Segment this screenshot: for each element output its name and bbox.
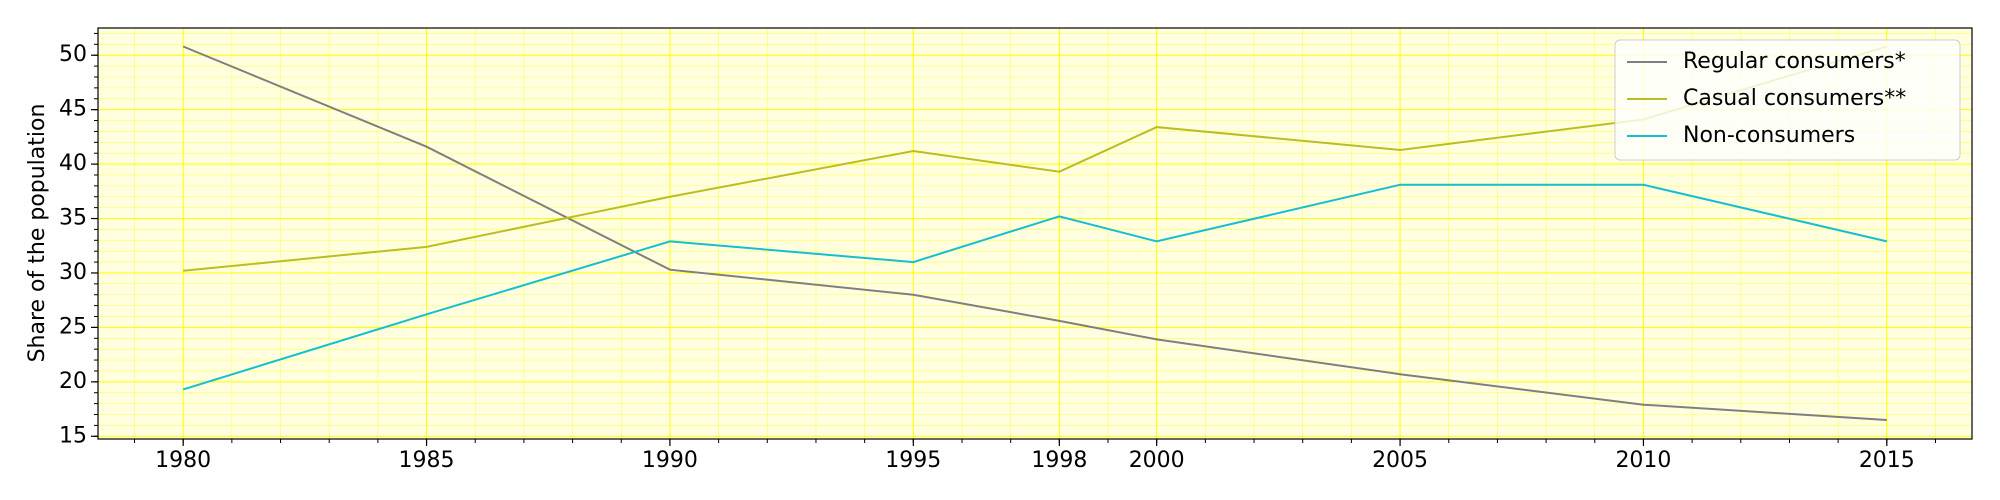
series-line xyxy=(182,45,1887,421)
x-tick-label: 2010 xyxy=(1615,448,1671,473)
x-tick-label: 2005 xyxy=(1372,448,1428,473)
legend-label: Regular consumers* xyxy=(1683,49,1906,74)
legend-box xyxy=(1614,39,1961,161)
series-line xyxy=(182,183,1888,391)
y-tick-label: 35 xyxy=(59,206,87,231)
x-tick-label: 1998 xyxy=(1031,448,1087,473)
legend-label: Casual consumers** xyxy=(1683,86,1906,111)
x-tick-label: 1980 xyxy=(155,448,211,473)
y-tick-label: 15 xyxy=(59,423,87,448)
y-tick-label: 25 xyxy=(59,314,87,339)
legend-label: Non-consumers xyxy=(1683,123,1855,148)
y-tick-label: 50 xyxy=(59,42,87,67)
x-tick-label: 2000 xyxy=(1129,448,1185,473)
plot-frame xyxy=(97,27,1973,440)
y-tick-label: 30 xyxy=(59,260,87,285)
y-tick-label: 20 xyxy=(59,369,87,394)
x-tick-label: 1995 xyxy=(885,448,941,473)
y-axis-label: Share of the population xyxy=(25,104,50,363)
y-tick-label: 40 xyxy=(59,151,87,176)
x-tick-label: 1990 xyxy=(642,448,698,473)
y-tick-label: 45 xyxy=(59,97,87,122)
x-tick-label: 1985 xyxy=(399,448,455,473)
series-line xyxy=(183,45,1888,272)
x-tick-label: 2015 xyxy=(1859,448,1915,473)
